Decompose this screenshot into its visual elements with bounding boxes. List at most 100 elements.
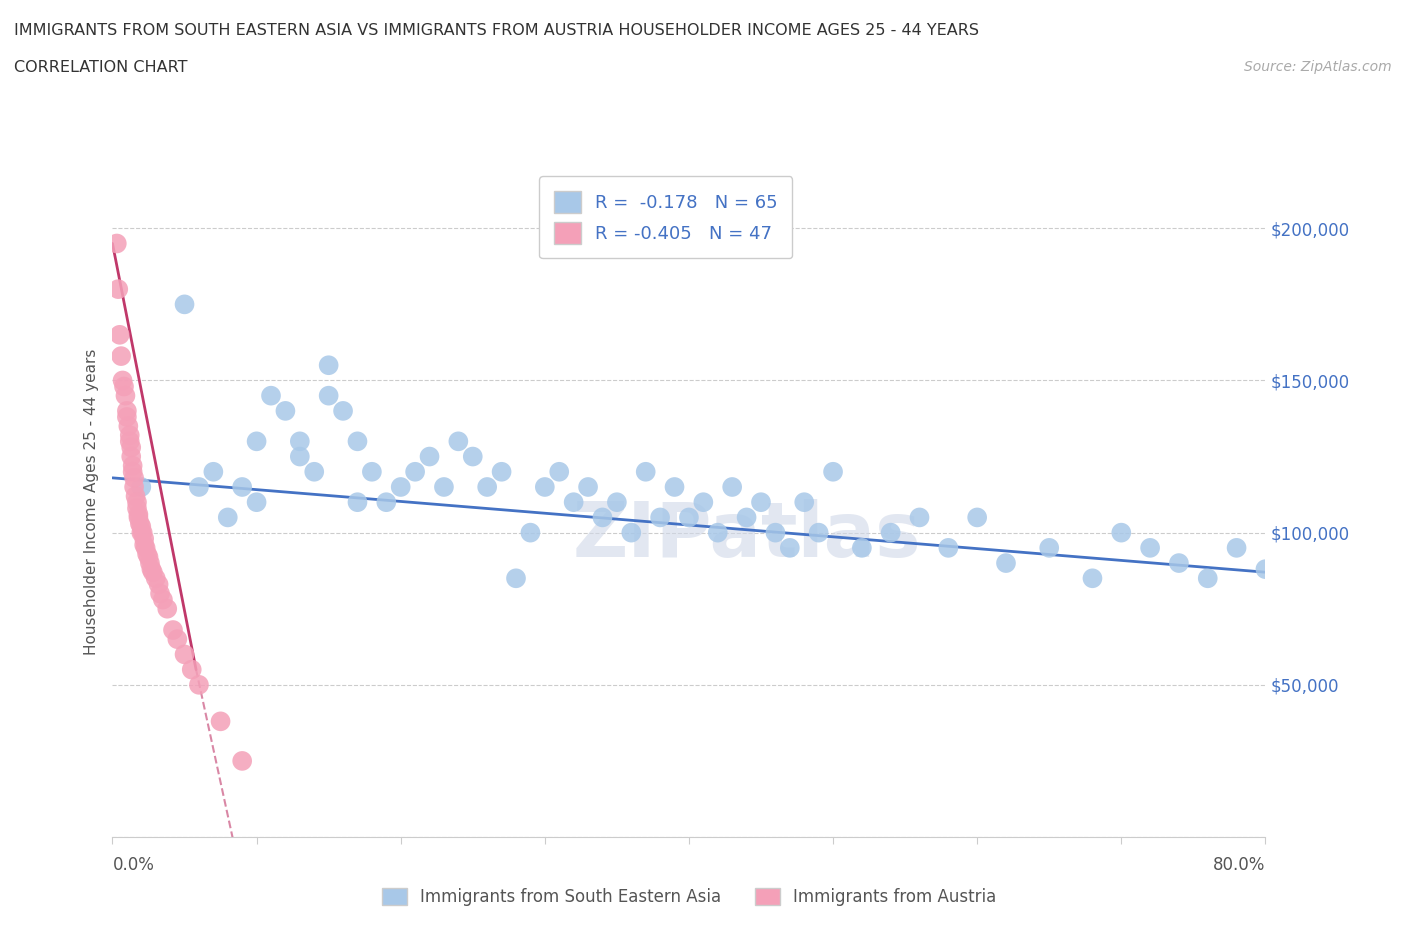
Point bbox=[121, 458, 143, 473]
Point bbox=[127, 507, 149, 522]
Point bbox=[139, 555, 162, 570]
Point bbox=[807, 525, 830, 540]
Text: IMMIGRANTS FROM SOUTH EASTERN ASIA VS IMMIGRANTS FROM AUSTRIA HOUSEHOLDER INCOME: IMMIGRANTS FROM SOUTH EASTERN ASIA VS IM… bbox=[14, 23, 979, 38]
Point bbox=[118, 428, 141, 443]
Point bbox=[475, 480, 498, 495]
Point bbox=[138, 550, 160, 565]
Point bbox=[156, 602, 179, 617]
Point bbox=[245, 434, 267, 449]
Point bbox=[122, 480, 145, 495]
Point bbox=[966, 510, 988, 525]
Point bbox=[461, 449, 484, 464]
Point bbox=[648, 510, 672, 525]
Point bbox=[134, 531, 156, 546]
Point bbox=[721, 480, 744, 495]
Point bbox=[620, 525, 643, 540]
Point bbox=[121, 464, 143, 479]
Point bbox=[217, 510, 239, 525]
Y-axis label: Householder Income Ages 25 - 44 years: Householder Income Ages 25 - 44 years bbox=[83, 349, 98, 656]
Point bbox=[548, 464, 571, 479]
Point bbox=[162, 622, 184, 637]
Point bbox=[115, 404, 138, 418]
Point bbox=[111, 373, 134, 388]
Point bbox=[180, 662, 202, 677]
Point bbox=[245, 495, 267, 510]
Point bbox=[793, 495, 815, 510]
Text: 0.0%: 0.0% bbox=[112, 856, 155, 873]
Point bbox=[346, 434, 368, 449]
Point bbox=[141, 562, 163, 577]
Point bbox=[125, 501, 148, 516]
Point bbox=[188, 480, 211, 495]
Point bbox=[136, 547, 159, 562]
Point bbox=[995, 555, 1018, 570]
Point bbox=[419, 449, 441, 464]
Point bbox=[134, 538, 156, 552]
Point bbox=[1226, 540, 1249, 555]
Point bbox=[173, 297, 195, 312]
Point bbox=[231, 480, 253, 495]
Point bbox=[118, 434, 141, 449]
Point bbox=[288, 449, 311, 464]
Point bbox=[404, 464, 426, 479]
Point bbox=[634, 464, 657, 479]
Point bbox=[346, 495, 368, 510]
Point bbox=[128, 516, 150, 531]
Text: ZIPatlas: ZIPatlas bbox=[572, 498, 921, 573]
Point bbox=[389, 480, 412, 495]
Point bbox=[562, 495, 585, 510]
Point bbox=[114, 388, 136, 403]
Legend: Immigrants from South Eastern Asia, Immigrants from Austria: Immigrants from South Eastern Asia, Immi… bbox=[375, 881, 1002, 912]
Point bbox=[851, 540, 873, 555]
Point bbox=[318, 358, 340, 373]
Point bbox=[592, 510, 614, 525]
Point bbox=[880, 525, 903, 540]
Point bbox=[576, 480, 599, 495]
Point bbox=[188, 677, 211, 692]
Point bbox=[125, 495, 148, 510]
Point bbox=[112, 379, 135, 394]
Text: Source: ZipAtlas.com: Source: ZipAtlas.com bbox=[1244, 60, 1392, 74]
Point bbox=[304, 464, 326, 479]
Point bbox=[1111, 525, 1133, 540]
Point bbox=[149, 586, 172, 601]
Point bbox=[779, 540, 801, 555]
Point bbox=[533, 480, 555, 495]
Point bbox=[692, 495, 714, 510]
Point bbox=[115, 409, 138, 424]
Point bbox=[1254, 562, 1277, 577]
Point bbox=[129, 480, 153, 495]
Point bbox=[318, 388, 340, 403]
Point bbox=[332, 404, 354, 418]
Text: 80.0%: 80.0% bbox=[1213, 856, 1265, 873]
Point bbox=[148, 577, 170, 591]
Point bbox=[706, 525, 728, 540]
Point bbox=[129, 525, 153, 540]
Point bbox=[1139, 540, 1161, 555]
Point bbox=[505, 571, 527, 586]
Point bbox=[124, 488, 146, 503]
Point bbox=[447, 434, 470, 449]
Point bbox=[142, 565, 165, 579]
Point bbox=[110, 349, 132, 364]
Point bbox=[135, 540, 157, 555]
Point bbox=[108, 327, 131, 342]
Point bbox=[664, 480, 686, 495]
Text: CORRELATION CHART: CORRELATION CHART bbox=[14, 60, 187, 75]
Point bbox=[821, 464, 844, 479]
Point bbox=[260, 388, 283, 403]
Point bbox=[749, 495, 772, 510]
Point bbox=[152, 592, 174, 607]
Point bbox=[1081, 571, 1104, 586]
Point bbox=[1197, 571, 1219, 586]
Point bbox=[678, 510, 700, 525]
Point bbox=[765, 525, 787, 540]
Point bbox=[117, 418, 139, 433]
Point bbox=[231, 753, 253, 768]
Point bbox=[606, 495, 628, 510]
Point bbox=[936, 540, 959, 555]
Point bbox=[107, 282, 129, 297]
Point bbox=[145, 571, 167, 586]
Point bbox=[375, 495, 398, 510]
Point bbox=[127, 510, 149, 525]
